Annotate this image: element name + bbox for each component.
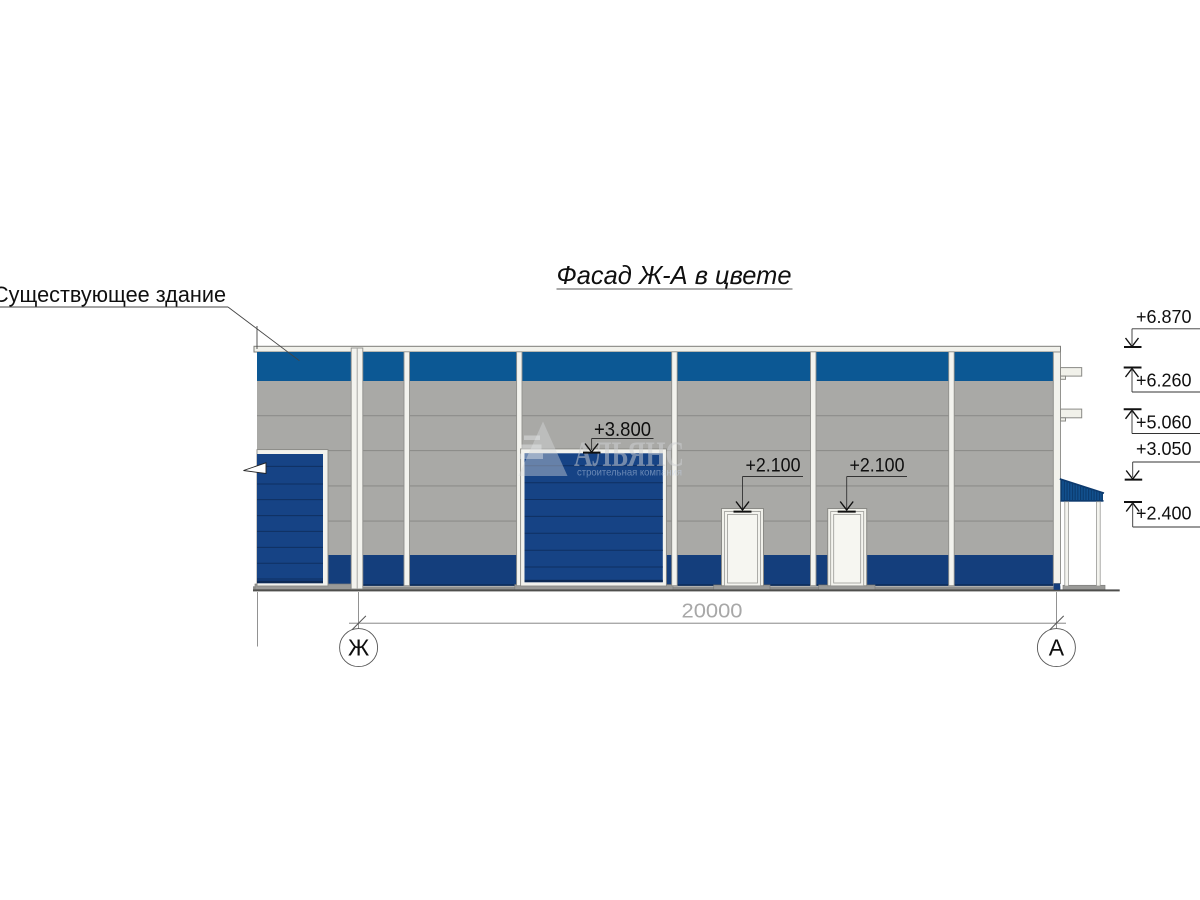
svg-text:А: А [1049,635,1065,661]
svg-text:+6.870: +6.870 [1136,307,1192,327]
svg-text:+6.260: +6.260 [1136,371,1192,391]
svg-text:Существующее здание: Существующее здание [0,282,226,307]
svg-text:20000: 20000 [682,601,743,623]
svg-text:АЛЬЯНС: АЛЬЯНС [574,434,684,474]
svg-text:+2.400: +2.400 [1136,504,1192,524]
svg-text:+2.100: +2.100 [850,456,905,477]
svg-text:+3.050: +3.050 [1136,439,1192,459]
svg-text:+5.060: +5.060 [1136,413,1192,433]
svg-text:Ж: Ж [348,635,369,661]
svg-text:Фасад Ж-А в цвете: Фасад Ж-А в цвете [557,260,792,290]
svg-text:+3.800: +3.800 [594,418,651,441]
svg-text:строительная компания: строительная компания [577,467,682,479]
svg-text:+2.100: +2.100 [746,456,801,477]
